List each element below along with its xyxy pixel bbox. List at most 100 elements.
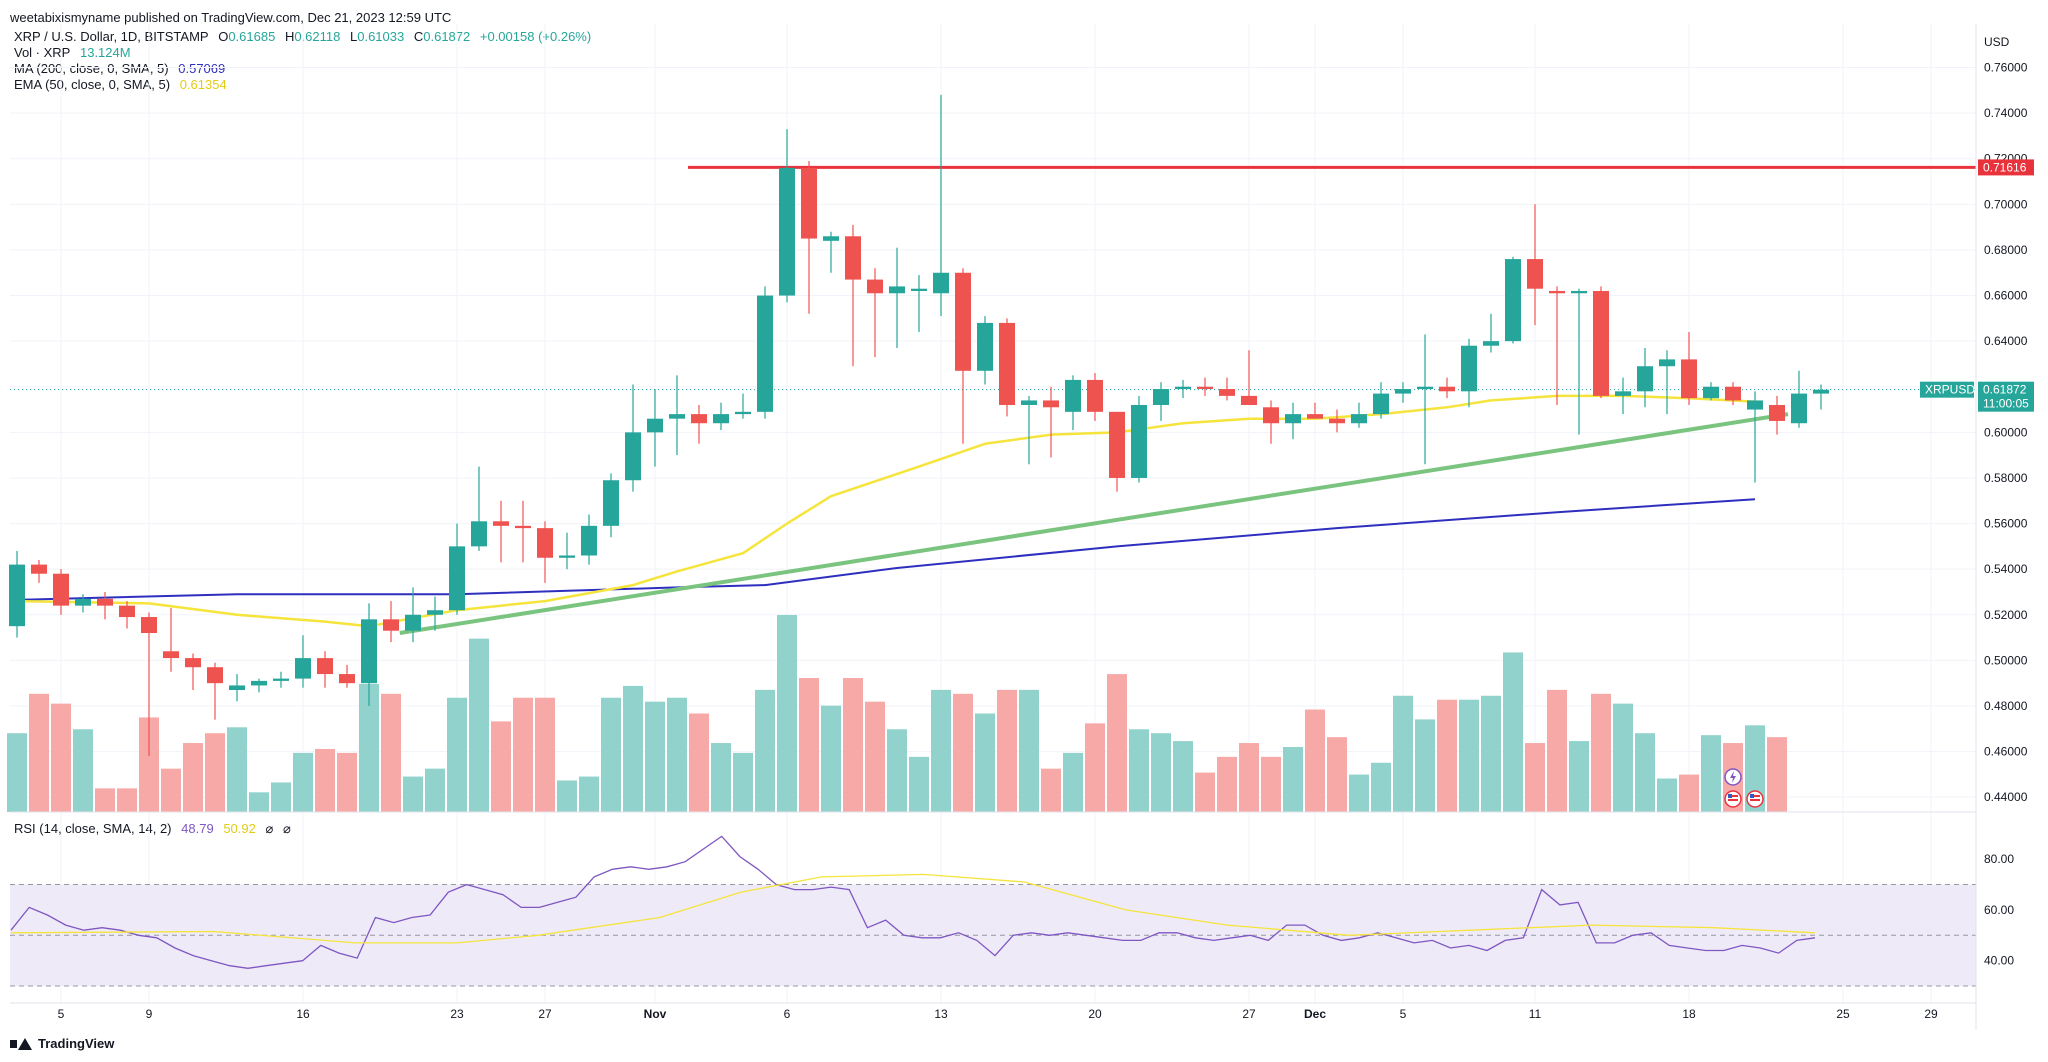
legend-rsi[interactable]: RSI (14, close, SMA, 14, 2) 48.79 50.92 … (14, 821, 297, 837)
ma200-line (16, 498, 1756, 601)
candle-body (1307, 414, 1323, 419)
candle-body (1241, 395, 1257, 405)
price-tick-label: 0.68000 (1984, 243, 2028, 257)
candle-body (207, 667, 223, 684)
volume-bar (95, 788, 115, 812)
last-price-tag (1978, 381, 2034, 412)
tradingview-logo[interactable]: TradingView (10, 1036, 114, 1051)
volume-bar (1459, 699, 1479, 812)
volume-bar (381, 693, 401, 812)
candle-body (119, 605, 135, 618)
price-tick-label: 0.54000 (1984, 562, 2028, 576)
legend-high-value: 0.62118 (294, 29, 341, 44)
volume-bar (271, 782, 291, 812)
time-tick-label: 13 (934, 1007, 948, 1021)
legend-ema-value: 0.61354 (179, 77, 227, 92)
legend-open-label: O (218, 29, 229, 44)
volume-bar (1635, 733, 1655, 812)
candle-body (1175, 386, 1191, 390)
volume-bar (1371, 762, 1391, 812)
hidden-icon[interactable]: ⌀ (265, 821, 274, 836)
volume-bars (7, 615, 1787, 812)
candle-body (735, 411, 751, 415)
candle-body (1703, 386, 1719, 399)
volume-bar (1701, 735, 1721, 812)
volume-bar (1679, 774, 1699, 812)
candle-body (1439, 386, 1455, 392)
candle-body (1791, 393, 1807, 424)
rsi-tick-label: 80.00 (1984, 852, 2014, 866)
volume-bar (1041, 768, 1061, 812)
resistance-price-label: 0.71616 (1983, 160, 2027, 174)
lightning-icon-bolt (1730, 771, 1736, 783)
candle-body (1483, 341, 1499, 346)
legend-ema50[interactable]: EMA (50, close, 0, SMA, 5) 0.61354 (14, 77, 233, 92)
time-tick-label: 6 (784, 1007, 791, 1021)
volume-bar (975, 713, 995, 812)
candle-body (911, 288, 927, 291)
volume-bar (733, 752, 753, 812)
price-tick-label: 0.66000 (1984, 289, 2028, 303)
candle-body (1571, 290, 1587, 294)
volume-bar (535, 697, 555, 812)
symbol-tag-label: XRPUSD (1925, 383, 1975, 397)
price-tick-label: 0.58000 (1984, 471, 2028, 485)
candle-body (361, 619, 377, 684)
lightning-icon (1724, 768, 1742, 786)
flag-icon-stripe (1750, 799, 1760, 801)
volume-bar (161, 768, 181, 812)
volume-bar (1481, 695, 1501, 812)
legend-low: L0.61033 (350, 29, 404, 44)
volume-bar (491, 721, 511, 812)
candle-body (1593, 290, 1609, 396)
volume-bar (777, 615, 797, 812)
volume-bar (1415, 719, 1435, 812)
candle-body (515, 525, 531, 529)
candle-body (559, 555, 575, 558)
time-tick-label: 29 (1924, 1007, 1938, 1021)
volume-bar (601, 697, 621, 812)
price-tick-label: 0.60000 (1984, 425, 2028, 439)
hidden-icon[interactable]: ⌀ (282, 821, 291, 836)
legend-close-value: 0.61872 (423, 29, 471, 44)
rsi-tick-label: 40.00 (1984, 954, 2014, 968)
volume-bar (1613, 703, 1633, 812)
legend-change: +0.00158 (+0.26%) (479, 29, 592, 44)
countdown-label: 11:00:05 (1983, 397, 2029, 411)
volume-bar (1129, 729, 1149, 812)
legend-title: XRP / U.S. Dollar, 1D, BITSTAMP (14, 29, 209, 44)
candle-body (1109, 411, 1125, 478)
legend-rsi-value: 48.79 (181, 821, 214, 836)
volume-bar (205, 733, 225, 812)
candle-body (537, 528, 553, 558)
candle-body (141, 617, 157, 634)
legend-volume[interactable]: Vol · XRP 13.124M (14, 45, 137, 60)
candle-body (1329, 418, 1345, 424)
volume-bar (315, 748, 335, 812)
candle-body (625, 432, 641, 481)
candle-body (273, 678, 289, 681)
us-flag-icon (1724, 790, 1742, 808)
legend-close: C0.61872 (414, 29, 470, 44)
candle-body (1131, 404, 1147, 478)
legend-rsi-ma-value: 50.92 (223, 821, 256, 836)
flag-icon-canton (1750, 794, 1754, 798)
candle-body (1747, 400, 1763, 410)
ema50-line (16, 394, 1756, 628)
candle-body (317, 658, 333, 675)
volume-bar (51, 703, 71, 812)
candle-body (669, 414, 685, 419)
legend-ma200[interactable]: MA (200, close, 0, SMA, 5) 0.57069 (14, 61, 231, 76)
volume-bar (799, 678, 819, 812)
volume-bar (7, 733, 27, 812)
volume-bar (469, 638, 489, 812)
candle-body (1065, 379, 1081, 412)
candle-body (1021, 400, 1037, 405)
candle-body (1153, 389, 1169, 405)
candle-body (229, 685, 245, 691)
time-tick-label: 20 (1088, 1007, 1102, 1021)
price-tick-label: 0.56000 (1984, 517, 2028, 531)
support-trendline (399, 412, 1789, 635)
legend-main[interactable]: XRP / U.S. Dollar, 1D, BITSTAMP O0.61685… (14, 29, 597, 44)
